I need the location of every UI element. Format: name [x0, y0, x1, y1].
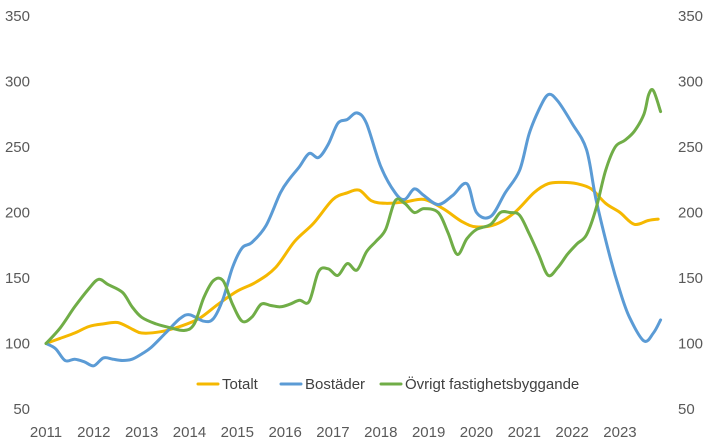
y-tick-left: 100: [5, 336, 30, 353]
y-tick-left: 50: [13, 401, 30, 418]
x-tick: 2012: [77, 424, 110, 441]
x-tick: 2018: [364, 424, 397, 441]
x-tick: 2016: [268, 424, 301, 441]
y-tick-left: 300: [5, 74, 30, 91]
legend: Totalt Bostäder Övrigt fastighetsbyggande: [196, 375, 579, 393]
legend-label-vrigt-fastighetsbyggande: Övrigt fastighetsbyggande: [405, 375, 579, 393]
legend-label-bost-der: Bostäder: [305, 376, 365, 393]
x-tick: 2015: [221, 424, 254, 441]
y-tick-right: 50: [678, 401, 695, 418]
x-axis: 2011 2012 2013 2014 2015 2016 2017 2018 2019 2020…: [30, 424, 637, 441]
series-line-vrigt-fastighetsbyggande: [44, 88, 663, 345]
x-tick: 2021: [508, 424, 541, 441]
x-tick: 2019: [412, 424, 445, 441]
x-tick: 2020: [460, 424, 493, 441]
y-tick-right: 150: [678, 270, 703, 287]
left-y-axis: 50 100 150 200 250 300 350: [5, 8, 30, 418]
y-tick-left: 200: [5, 205, 30, 222]
y-tick-right: 250: [678, 139, 703, 156]
legend-label-totalt: Totalt: [222, 376, 259, 393]
y-tick-right: 100: [678, 336, 703, 353]
y-tick-right: 300: [678, 74, 703, 91]
x-tick: 2011: [30, 424, 62, 441]
y-tick-left: 150: [5, 270, 30, 287]
x-tick: 2014: [173, 424, 206, 441]
series-line-totalt: [44, 180, 660, 345]
series-line-bost-der: [44, 92, 663, 368]
x-tick: 2017: [316, 424, 349, 441]
x-tick: 2022: [555, 424, 588, 441]
y-tick-right: 350: [678, 8, 703, 25]
y-tick-right: 200: [678, 205, 703, 222]
x-tick: 2013: [125, 424, 158, 441]
y-tick-left: 350: [5, 8, 30, 25]
right-y-axis: 50 100 150 200 250 300 350: [678, 8, 703, 418]
x-tick: 2023: [603, 424, 636, 441]
y-tick-left: 250: [5, 139, 30, 156]
plot-area: [44, 88, 663, 368]
